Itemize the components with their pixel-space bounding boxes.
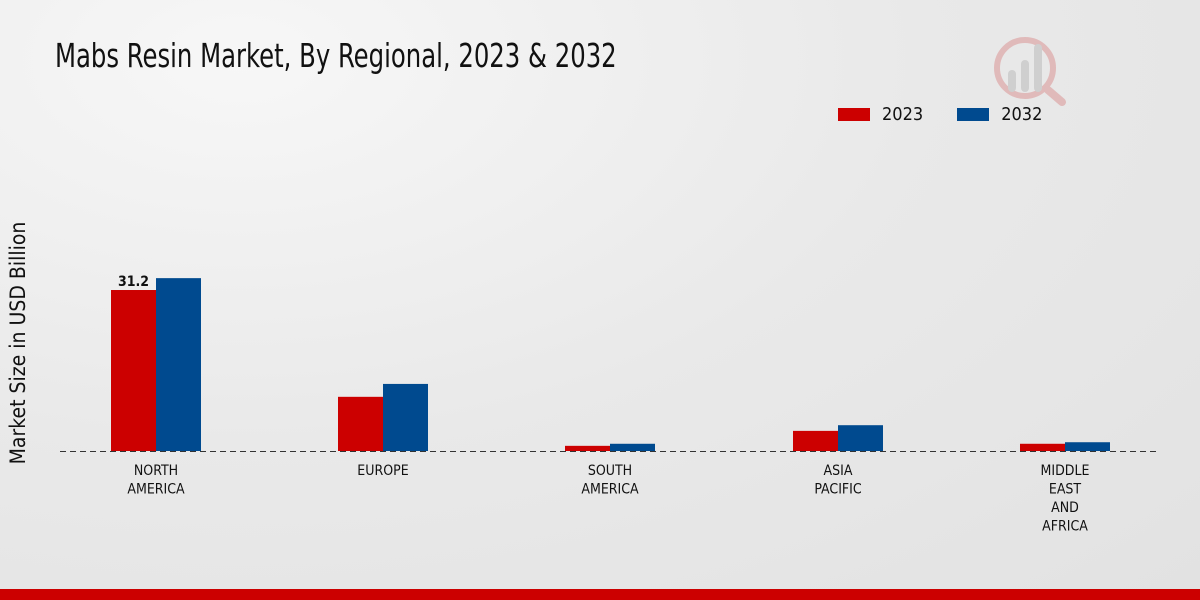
- x-tick-label-4: MIDDLE EAST AND AFRICA: [1041, 463, 1090, 535]
- legend: 2023 2032: [838, 104, 1042, 125]
- x-tick-label-3: ASIA PACIFIC: [814, 463, 862, 498]
- chart-title: Mabs Resin Market, By Regional, 2023 & 2…: [55, 36, 617, 75]
- bar-2023-4: [1020, 443, 1065, 451]
- bar-2032-0: [156, 278, 201, 451]
- legend-item-2023: 2023: [838, 104, 923, 125]
- x-tick-label-1: EUROPE: [357, 463, 408, 479]
- legend-swatch-2032: [957, 108, 990, 121]
- bar-2023-1: [338, 396, 383, 451]
- bar-2032-2: [610, 443, 655, 451]
- bottom-accent-bar: [0, 589, 1200, 600]
- data-label-0: 31.2: [118, 274, 149, 290]
- bar-2023-3: [793, 430, 838, 451]
- bar-2032-4: [1065, 442, 1110, 451]
- bar-2032-1: [383, 383, 428, 451]
- legend-swatch-2023: [838, 108, 870, 121]
- x-tick-label-2: SOUTH AMERICA: [581, 463, 639, 498]
- legend-item-2032: 2032: [957, 104, 1042, 125]
- legend-label-2023: 2023: [882, 104, 924, 125]
- legend-label-2032: 2032: [1001, 104, 1043, 125]
- watermark-logo-icon: [994, 37, 1066, 106]
- x-tick-label-0: NORTH AMERICA: [127, 463, 185, 498]
- bar-2023-0: [111, 290, 156, 451]
- bar-2023-2: [565, 445, 610, 451]
- bar-2032-3: [838, 425, 883, 451]
